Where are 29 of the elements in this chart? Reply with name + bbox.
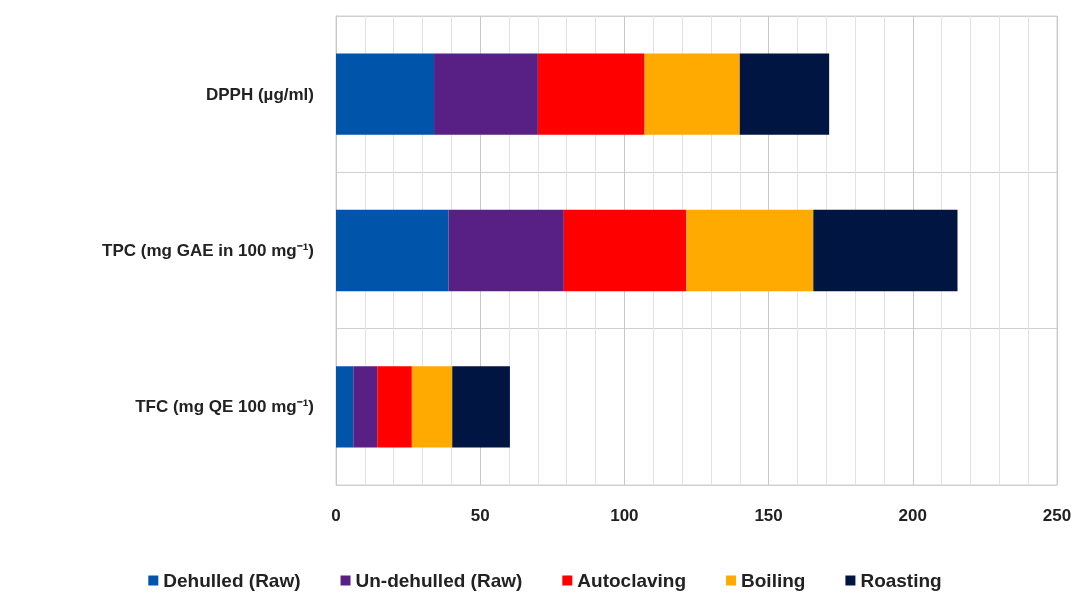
legend-label: Autoclaving bbox=[577, 570, 687, 591]
bar bbox=[336, 209, 449, 292]
bar bbox=[336, 366, 354, 448]
bar bbox=[537, 53, 645, 135]
bar bbox=[739, 53, 830, 135]
x-tick-label: 100 bbox=[610, 506, 639, 525]
bar bbox=[813, 209, 958, 292]
x-tick-label: 250 bbox=[1042, 506, 1072, 525]
y-tick-label: TFC (mg QE 100 mg⁻¹) bbox=[135, 397, 314, 417]
bar bbox=[452, 366, 510, 448]
bar bbox=[353, 366, 378, 448]
y-tick-label: DPPH (µg/ml) bbox=[205, 84, 314, 104]
x-tick-label: 0 bbox=[331, 506, 341, 525]
bar bbox=[686, 209, 814, 292]
x-tick-label: 50 bbox=[470, 506, 490, 525]
legend-label: Roasting bbox=[860, 570, 942, 591]
bar bbox=[448, 209, 564, 292]
bar bbox=[336, 53, 435, 135]
legend-label: Boiling bbox=[741, 570, 806, 591]
legend-label: Dehulled (Raw) bbox=[163, 570, 301, 591]
legend-label: Un-dehulled (Raw) bbox=[355, 570, 523, 591]
y-tick-label: TPC (mg GAE in 100 mg⁻¹) bbox=[102, 241, 314, 260]
bar bbox=[563, 209, 687, 292]
x-tick-label: 150 bbox=[754, 506, 783, 525]
bar bbox=[377, 366, 412, 448]
bar bbox=[411, 366, 453, 448]
bar bbox=[434, 53, 538, 135]
bar bbox=[644, 53, 740, 135]
x-tick-label: 200 bbox=[898, 506, 927, 525]
